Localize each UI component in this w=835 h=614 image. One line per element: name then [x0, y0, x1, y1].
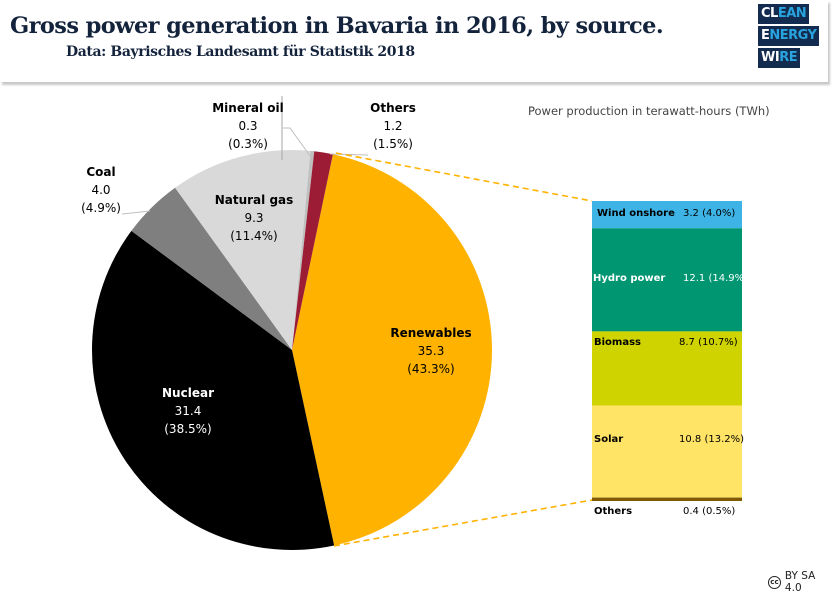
- label-name: Natural gas: [214, 193, 294, 207]
- pie-slice-renewables: [292, 154, 492, 546]
- leader-lines: [121, 96, 593, 547]
- leader-line-others: [329, 153, 369, 156]
- pie-slice-mineral-oil: [292, 150, 315, 350]
- clean-energy-wire-logo: CLEAN ENERGY WIRE: [758, 4, 828, 68]
- bar-value-hydro-power: 12.1 (14.9%): [683, 273, 749, 284]
- label-percent: (38.5%): [164, 422, 212, 436]
- bar-value-biomass: 8.7 (10.7%): [679, 337, 738, 348]
- label-value: 0.3: [238, 119, 258, 133]
- bar-label-solar: Solar: [594, 434, 624, 445]
- label-percent: (11.4%): [230, 229, 278, 243]
- pie-slice-natural-gas: [175, 150, 311, 350]
- bar-label-biomass: Biomass: [594, 337, 641, 348]
- bar-label-wind-onshore: Wind onshore: [597, 208, 675, 219]
- pie-slice-others: [292, 151, 333, 350]
- slice-label-coal: Coal 4.0 (4.9%): [71, 163, 131, 217]
- slice-label-mineral-oil: Mineral oil 0.3 (0.3%): [198, 99, 298, 153]
- label-name: Mineral oil: [212, 101, 284, 115]
- bar-label-others: Others: [594, 506, 633, 517]
- connector-top: [335, 152, 593, 202]
- logo-row-clean: CLEAN: [758, 4, 810, 24]
- pie-slice-coal: [131, 187, 292, 350]
- breakdown-bar: [592, 201, 742, 501]
- slice-label-nuclear: Nuclear 31.4 (38.5%): [138, 384, 238, 438]
- logo-text: WI: [761, 50, 780, 65]
- leader-line-mineral-oil-diagonal: [283, 127, 314, 161]
- label-value: 31.4: [174, 404, 202, 418]
- slice-label-natural-gas: Natural gas 9.3 (11.4%): [204, 191, 304, 245]
- chart-title: Gross power generation in Bavaria in 201…: [10, 13, 664, 39]
- logo-row-wire: WIRE: [758, 48, 801, 68]
- connector-bottom: [333, 499, 593, 547]
- cc-icon: cc: [768, 575, 781, 589]
- label-name: Renewables: [390, 326, 472, 340]
- bar-label-hydro-power: Hydro power: [593, 273, 666, 284]
- bar-segment-others: [592, 497, 742, 501]
- label-value: 4.0: [91, 183, 111, 197]
- bar-value-wind-onshore: 3.2 (4.0%): [683, 208, 736, 219]
- chart-subtitle: Data: Bayrisches Landesamt für Statistik…: [66, 44, 415, 60]
- leader-line-coal: [121, 210, 151, 215]
- slice-label-renewables: Renewables 35.3 (43.3%): [376, 324, 486, 378]
- bar-value-others: 0.4 (0.5%): [683, 506, 736, 517]
- label-value: 35.3: [417, 344, 445, 358]
- label-value: 1.2: [383, 119, 403, 133]
- bar-value-solar: 10.8 (13.2%): [679, 434, 745, 445]
- unit-note: Power production in terawatt-hours (TWh): [528, 104, 770, 118]
- logo-text: CL: [761, 6, 778, 21]
- label-percent: (0.3%): [228, 137, 268, 151]
- label-percent: (1.5%): [373, 137, 413, 151]
- logo-text: RE: [779, 50, 798, 65]
- label-percent: (4.9%): [81, 201, 121, 215]
- header: Gross power generation in Bavaria in 201…: [0, 0, 828, 82]
- bar-segment-biomass: [592, 331, 742, 406]
- label-value: 9.3: [244, 211, 264, 225]
- pie-slices: [92, 150, 492, 550]
- slice-label-others: Others 1.2 (1.5%): [353, 99, 433, 153]
- label-percent: (43.3%): [407, 362, 455, 376]
- logo-text: NERGY: [769, 28, 817, 43]
- pie-slice-nuclear: [92, 230, 335, 550]
- logo-text: E: [761, 28, 770, 43]
- label-name: Nuclear: [162, 386, 214, 400]
- bar-segment-hydro-power: [592, 228, 742, 332]
- bar-segment-wind-onshore: [592, 201, 742, 229]
- license: cc BY SA 4.0: [768, 570, 835, 594]
- license-text: BY SA 4.0: [784, 570, 816, 594]
- bar-segment-solar: [592, 405, 742, 498]
- logo-text: EAN: [777, 6, 807, 21]
- label-name: Coal: [86, 165, 116, 179]
- label-name: Others: [370, 101, 416, 115]
- logo-row-energy: ENERGY: [758, 26, 820, 46]
